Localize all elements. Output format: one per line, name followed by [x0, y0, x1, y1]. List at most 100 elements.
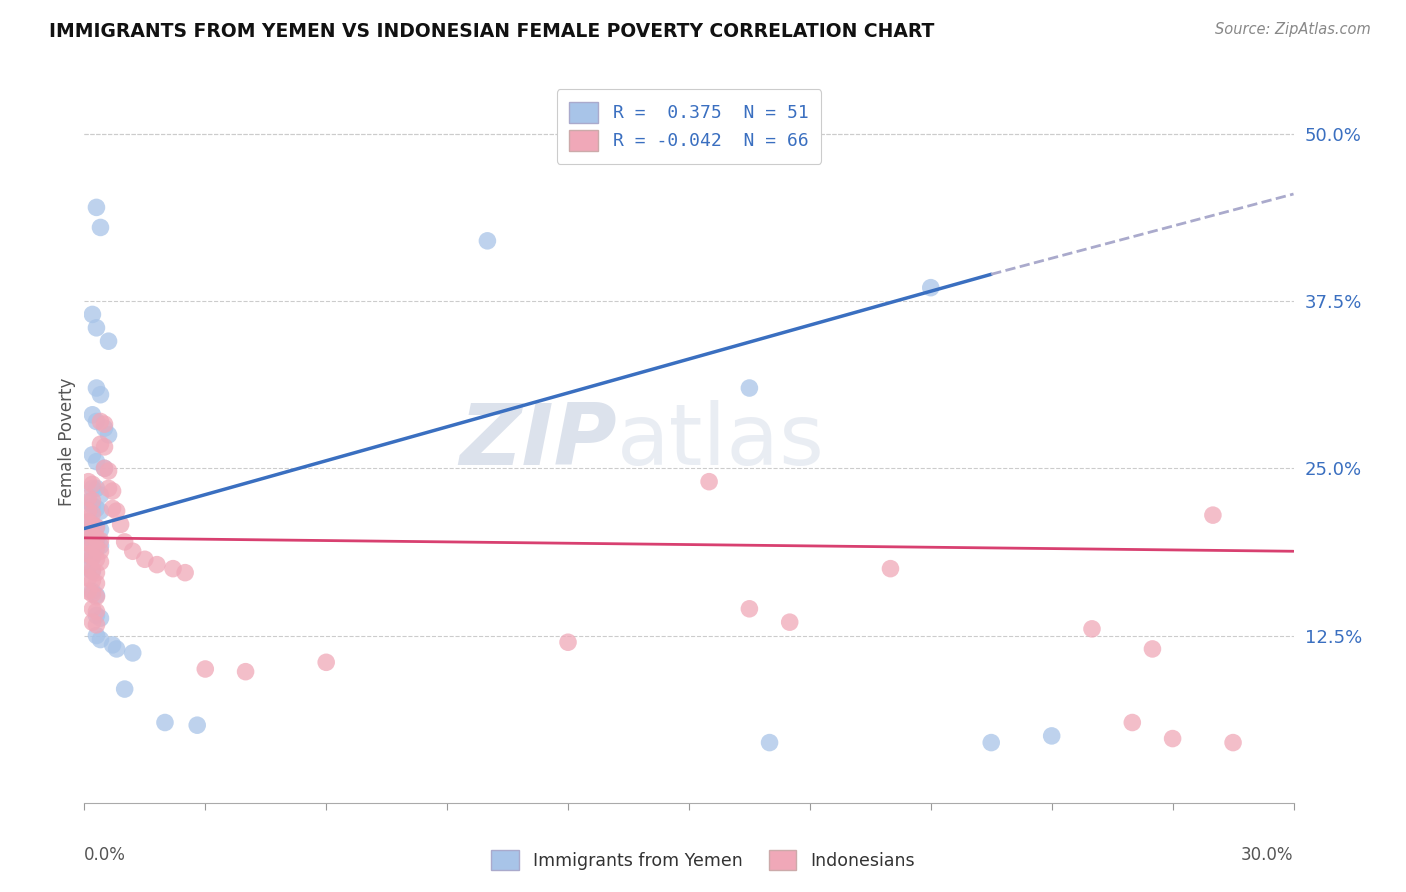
- Point: [101, 638, 124, 652]
- Point: [82, 563, 104, 577]
- Text: Source: ZipAtlas.com: Source: ZipAtlas.com: [1215, 22, 1371, 37]
- Point: [89, 533, 111, 548]
- Point: [101, 483, 124, 498]
- Point: [82, 565, 104, 579]
- Point: [77, 504, 100, 518]
- Point: [86, 617, 108, 632]
- Point: [105, 504, 128, 518]
- Point: [82, 584, 104, 599]
- Point: [1121, 715, 1143, 730]
- Point: [1040, 729, 1063, 743]
- Point: [89, 611, 111, 625]
- Point: [77, 571, 100, 585]
- Point: [93, 417, 115, 432]
- Point: [86, 531, 108, 545]
- Point: [86, 321, 108, 335]
- Point: [89, 632, 111, 647]
- Point: [121, 646, 143, 660]
- Point: [1222, 735, 1244, 749]
- Point: [77, 475, 100, 489]
- Point: [980, 735, 1002, 749]
- Point: [86, 576, 108, 591]
- Point: [1202, 508, 1225, 523]
- Point: [738, 602, 761, 616]
- Point: [89, 555, 111, 569]
- Point: [82, 307, 104, 322]
- Point: [89, 523, 111, 537]
- Point: [82, 602, 104, 616]
- Point: [93, 421, 115, 435]
- Point: [879, 562, 901, 576]
- Point: [77, 491, 100, 505]
- Point: [77, 531, 100, 545]
- Point: [153, 715, 176, 730]
- Point: [82, 551, 104, 566]
- Point: [82, 448, 104, 462]
- Point: [89, 220, 111, 235]
- Point: [86, 628, 108, 642]
- Point: [114, 681, 136, 696]
- Point: [162, 562, 184, 576]
- Point: [758, 735, 780, 749]
- Point: [89, 437, 111, 451]
- Point: [194, 662, 217, 676]
- Point: [82, 574, 104, 588]
- Point: [86, 520, 108, 534]
- Point: [82, 493, 104, 508]
- Point: [89, 504, 111, 518]
- Point: [89, 488, 111, 502]
- Point: [82, 587, 104, 601]
- Point: [146, 558, 169, 572]
- Text: atlas: atlas: [616, 400, 824, 483]
- Point: [82, 615, 104, 630]
- Point: [174, 566, 197, 580]
- Legend: Immigrants from Yemen, Indonesians: Immigrants from Yemen, Indonesians: [482, 841, 924, 879]
- Point: [97, 427, 120, 442]
- Point: [86, 541, 108, 556]
- Point: [97, 464, 120, 478]
- Point: [1161, 731, 1184, 746]
- Point: [86, 381, 108, 395]
- Point: [315, 655, 337, 669]
- Point: [89, 544, 111, 558]
- Point: [86, 605, 108, 619]
- Point: [110, 517, 132, 532]
- Point: [82, 539, 104, 553]
- Point: [82, 499, 104, 513]
- Point: [77, 515, 100, 529]
- Point: [77, 584, 100, 599]
- Point: [77, 525, 100, 540]
- Point: [86, 482, 108, 496]
- Point: [82, 507, 104, 521]
- Point: [86, 536, 108, 550]
- Point: [82, 528, 104, 542]
- Point: [82, 477, 104, 491]
- Point: [86, 566, 108, 580]
- Point: [121, 544, 143, 558]
- Point: [93, 440, 115, 454]
- Point: [1081, 622, 1104, 636]
- Point: [82, 533, 104, 548]
- Point: [186, 718, 208, 732]
- Text: ZIP: ZIP: [458, 400, 616, 483]
- Point: [82, 517, 104, 532]
- Point: [86, 501, 108, 516]
- Point: [86, 589, 108, 603]
- Point: [86, 520, 108, 534]
- Point: [93, 461, 115, 475]
- Point: [89, 539, 111, 553]
- Point: [77, 548, 100, 563]
- Point: [114, 534, 136, 549]
- Point: [89, 387, 111, 401]
- Point: [82, 482, 104, 496]
- Point: [77, 494, 100, 508]
- Point: [920, 281, 942, 295]
- Y-axis label: Female Poverty: Female Poverty: [58, 377, 76, 506]
- Point: [82, 517, 104, 532]
- Point: [97, 334, 120, 349]
- Point: [97, 482, 120, 496]
- Point: [1142, 642, 1164, 657]
- Text: 0.0%: 0.0%: [84, 846, 127, 863]
- Point: [86, 201, 108, 215]
- Point: [77, 560, 100, 574]
